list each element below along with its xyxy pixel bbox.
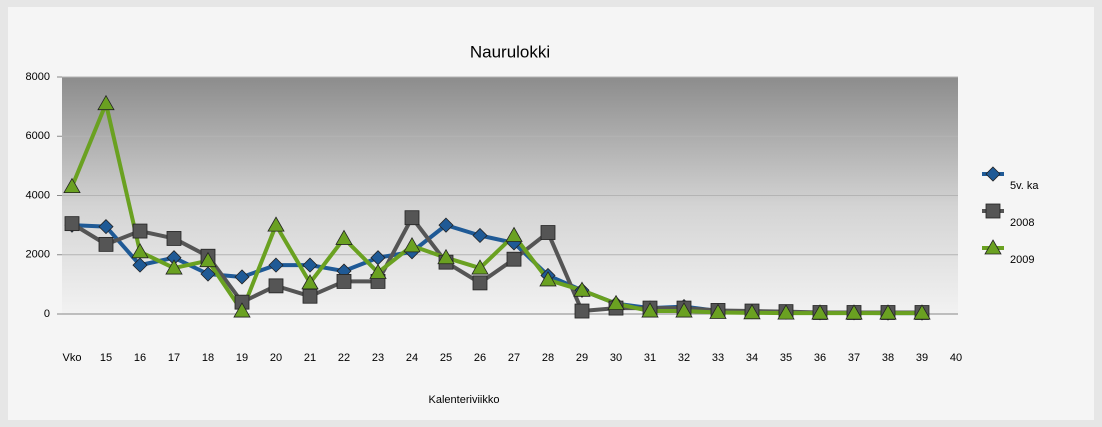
marker	[811, 304, 829, 320]
marker	[335, 229, 353, 245]
marker	[98, 236, 114, 252]
x-tick-label: 22	[338, 352, 350, 364]
y-tick-label: 0	[44, 308, 50, 320]
x-axis-label: Kalenteriviikko	[429, 394, 500, 406]
marker	[675, 302, 693, 318]
marker	[233, 302, 251, 318]
x-tick-label: 26	[474, 352, 486, 364]
marker	[97, 94, 115, 111]
marker	[472, 275, 488, 291]
marker	[472, 227, 488, 244]
x-tick-label: 19	[236, 352, 248, 364]
marker	[336, 274, 352, 289]
marker	[985, 166, 1001, 182]
marker	[471, 259, 489, 275]
marker	[98, 219, 114, 235]
marker	[540, 225, 556, 240]
marker	[268, 278, 284, 294]
legend-label: 2009	[1010, 254, 1034, 266]
marker	[403, 237, 421, 253]
legend-label: 2008	[1010, 217, 1034, 229]
y-tick-label: 2000	[26, 249, 50, 261]
marker	[985, 203, 1001, 219]
x-tick-label: 35	[780, 352, 792, 364]
marker	[709, 303, 727, 319]
x-tick-label: 32	[678, 352, 690, 364]
marker	[505, 226, 523, 242]
x-tick-label: 17	[168, 352, 180, 364]
x-tick-label: 29	[576, 352, 588, 364]
marker	[777, 304, 795, 320]
marker	[267, 216, 285, 232]
x-tick-label: 21	[304, 352, 316, 364]
marker	[879, 304, 897, 320]
marker	[200, 266, 216, 282]
x-tick-label: 25	[440, 352, 452, 364]
x-tick-label: 20	[270, 352, 282, 364]
marker	[404, 210, 420, 226]
marker	[984, 239, 1002, 255]
marker	[506, 251, 522, 267]
marker	[369, 263, 387, 279]
marker	[199, 251, 217, 268]
marker	[165, 259, 183, 275]
x-tick-label: 16	[134, 352, 146, 364]
x-tick-label: 34	[746, 352, 758, 364]
marker	[438, 217, 454, 233]
marker	[302, 257, 318, 273]
marker	[573, 281, 591, 297]
marker	[268, 257, 284, 273]
marker	[234, 269, 250, 285]
marker	[641, 302, 659, 318]
marker	[131, 242, 149, 259]
x-tick-label: 15	[100, 352, 112, 364]
y-tick-label: 8000	[26, 71, 50, 83]
marker	[302, 288, 318, 304]
marker	[607, 294, 625, 311]
marker	[132, 223, 148, 239]
marker	[166, 231, 182, 246]
marker	[64, 216, 80, 232]
marker	[437, 248, 455, 265]
x-tick-label: 38	[882, 352, 894, 364]
marker	[63, 177, 81, 194]
x-tick-label: Vko	[63, 352, 82, 364]
x-tick-label: 36	[814, 352, 826, 364]
y-tick-label: 6000	[26, 130, 50, 142]
x-tick-label: 30	[610, 352, 622, 364]
marker	[574, 303, 590, 319]
x-tick-label: 28	[542, 352, 554, 364]
x-tick-label: 33	[712, 352, 724, 364]
marker	[301, 274, 319, 290]
legend-label: 5v. ka	[1010, 180, 1039, 192]
x-tick-label: 23	[372, 352, 384, 364]
x-tick-label: 31	[644, 352, 656, 364]
marker	[913, 304, 931, 320]
marker	[743, 304, 761, 320]
x-tick-label: 40	[950, 352, 962, 364]
x-tick-label: 37	[848, 352, 860, 364]
y-tick-label: 4000	[26, 189, 50, 201]
x-tick-label: 27	[508, 352, 520, 364]
x-tick-label: 18	[202, 352, 214, 364]
marker	[845, 304, 863, 320]
x-tick-label: 24	[406, 352, 418, 364]
chart-title: Naurulokki	[470, 42, 550, 61]
marker	[539, 271, 557, 287]
marker	[132, 257, 148, 273]
x-tick-label: 39	[916, 352, 928, 364]
